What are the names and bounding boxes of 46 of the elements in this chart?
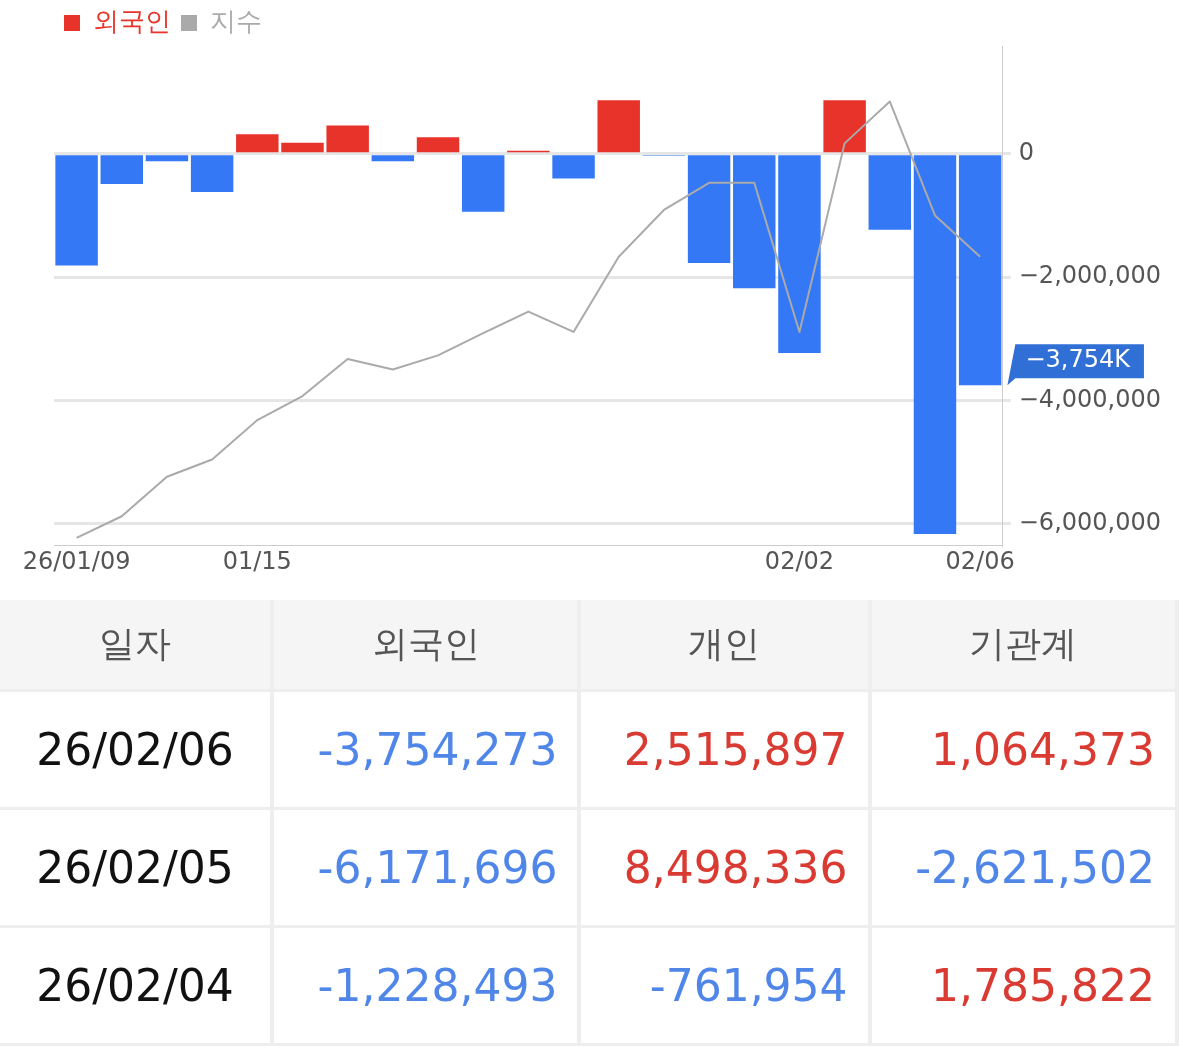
category-label: 26/02/05	[36, 841, 234, 893]
bar	[326, 125, 369, 153]
bar	[100, 155, 143, 185]
bar	[145, 155, 189, 162]
bar	[552, 155, 595, 179]
bar	[687, 155, 731, 263]
x-tick-label: 02/06	[945, 546, 1015, 575]
category-label: 26/02/04	[36, 959, 234, 1011]
bar	[416, 137, 460, 153]
bar	[733, 155, 776, 289]
bar	[913, 155, 957, 535]
text: 8,498,336	[623, 841, 848, 893]
legend-label: 지수	[210, 5, 262, 36]
bar	[868, 155, 912, 230]
text: -761,954	[649, 959, 848, 1011]
text: -3,754,273	[317, 723, 558, 775]
annotation: −3,754K	[1025, 345, 1132, 374]
bar	[958, 155, 1002, 386]
text: 1,785,822	[931, 959, 1155, 1011]
bar	[55, 155, 98, 266]
x-tick-label: 26/01/09	[22, 546, 131, 575]
text: -2,621,502	[915, 841, 1155, 893]
bar	[281, 142, 324, 153]
x-tick-label: 01/15	[222, 546, 292, 575]
y-tick-label: −6,000,000	[1018, 507, 1162, 536]
legend-label: 외국인	[93, 5, 171, 36]
bar	[190, 155, 234, 193]
category-label: 개인	[579, 600, 870, 690]
bar	[778, 155, 821, 353]
text: -6,171,696	[317, 841, 558, 893]
bar	[371, 155, 415, 162]
bar	[236, 134, 279, 153]
y-tick-label: −2,000,000	[1018, 261, 1162, 290]
bar	[461, 155, 505, 212]
category-label: 기관계	[869, 600, 1177, 690]
y-tick-label: 0	[1018, 138, 1035, 167]
text: 일자	[0, 600, 272, 690]
text: 1,064,373	[931, 723, 1155, 775]
category-label: 26/02/06	[36, 723, 234, 775]
x-tick-label: 02/02	[764, 546, 835, 575]
bar	[597, 100, 640, 153]
text: 2,515,897	[623, 723, 848, 775]
text: -1,228,493	[317, 959, 558, 1011]
bar	[823, 100, 866, 153]
category-label: 외국인	[272, 600, 580, 690]
y-tick-label: −4,000,000	[1018, 384, 1162, 413]
